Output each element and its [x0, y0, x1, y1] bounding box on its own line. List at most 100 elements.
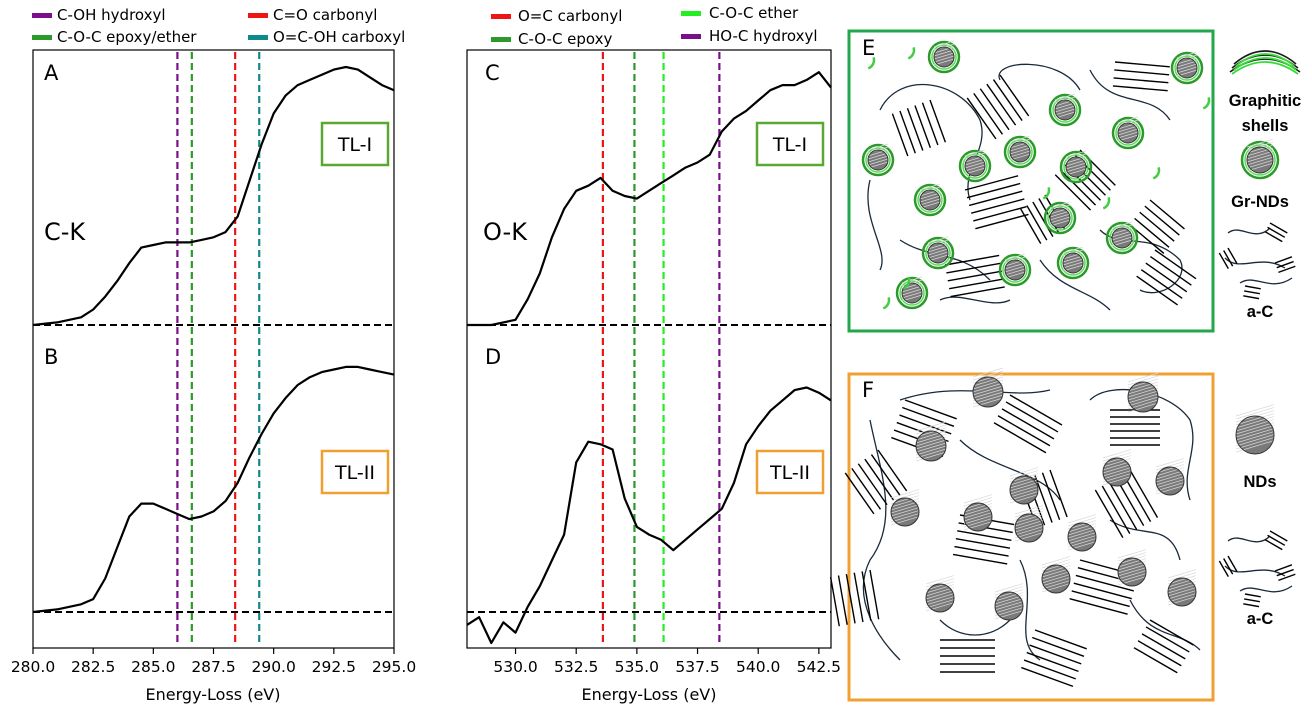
- amorphous-strand: [1019, 559, 1041, 661]
- graphitic-stack: [891, 99, 947, 157]
- legend-label-oether: C-O-C ether: [709, 4, 799, 22]
- gr-nd: [1105, 221, 1139, 255]
- shell-layer: [1233, 50, 1297, 65]
- legend-right: O=C carbonyl C-O-C ether C-O-C epoxy HO-…: [491, 4, 818, 48]
- legend-label-carboxyl: O=C-OH carboxyl: [273, 28, 405, 46]
- amorphous-strand: [1089, 388, 1194, 501]
- graphitic-stack: [964, 175, 1029, 230]
- nanodiamond: [964, 149, 986, 177]
- axes-frame-left: [32, 49, 395, 649]
- legend-label-oepoxy: C-O-C epoxy: [518, 30, 613, 48]
- graphitic-stack: [1274, 256, 1296, 274]
- amorphous-strand: [939, 619, 1011, 636]
- graphitic-stack: [944, 254, 1005, 298]
- legend-swatch-ocarbonyl: [491, 14, 511, 19]
- shell-layer: [1231, 61, 1299, 75]
- gr-nd-icon: [1240, 138, 1280, 180]
- schematic-f: F: [829, 367, 1215, 702]
- nanodiamond: [1054, 93, 1076, 121]
- legend-swatch-oether: [681, 11, 701, 16]
- legend-swatch-ohydroxyl: [681, 34, 701, 39]
- nanodiamond: [1004, 253, 1026, 281]
- axes-frame-right: [466, 49, 832, 649]
- amorphous-strand: [862, 419, 901, 661]
- legend-swatch-carboxyl: [248, 35, 268, 40]
- nanodiamond: [1102, 449, 1132, 487]
- nanodiamond: [933, 40, 955, 68]
- shell-fragment: [902, 276, 911, 290]
- edge-label-ck: C-K: [44, 218, 86, 246]
- legend-swatch-cepoxy: [32, 35, 52, 40]
- legend-left: C-OH hydroxyl C=O carbonyl C-O-C epoxy/e…: [32, 6, 405, 46]
- amorphous-strand: [998, 63, 1081, 91]
- graphitic-stack: [1264, 222, 1288, 243]
- graphitic-stack: [1243, 285, 1261, 300]
- legend-swatch-oepoxy: [491, 37, 511, 42]
- amorphous-strand: [1039, 259, 1111, 311]
- gr-nd: [927, 40, 961, 74]
- legend-swatch-ccarbonyl: [248, 13, 268, 18]
- graphitic-stack: [940, 639, 995, 673]
- amorphous-strand: [1227, 227, 1271, 235]
- plot-ck-edge: 280.0 282.5 285.0 287.5 290.0 292.5 295.0: [11, 52, 416, 676]
- legend-label-ocarbonyl: O=C carbonyl: [518, 7, 622, 25]
- graphitic-stack: [966, 74, 1030, 140]
- amorphous-strand: [867, 179, 883, 271]
- legend-label-ohydroxyl: HO-C hydroxyl: [709, 27, 818, 45]
- schematic-f-content: [829, 367, 1201, 688]
- gr-nd: [861, 143, 895, 177]
- x-tick-label: 280.0: [11, 658, 55, 676]
- gr-nd: [1056, 246, 1090, 280]
- amorphous-strand: [1239, 585, 1293, 593]
- nanodiamond: [994, 583, 1024, 621]
- nanodiamond: [1111, 221, 1133, 249]
- gr-nd: [1059, 150, 1093, 184]
- x-tick-label: 295.0: [372, 658, 416, 676]
- nanodiamond: [915, 421, 947, 462]
- xlabel-left: Energy-Loss (eV): [146, 685, 281, 704]
- nanodiamond: [1009, 467, 1039, 505]
- graphitic-stack: [1094, 469, 1159, 538]
- amorphous-strand: [1089, 69, 1171, 121]
- shell-layer: [1235, 53, 1295, 67]
- gr-nd: [1240, 138, 1280, 180]
- legend-label-ccarbonyl: C=O carbonyl: [273, 6, 377, 24]
- nanodiamond: [1014, 505, 1044, 543]
- side-legend: Graphitic shells Gr-NDs a-C NDs a-C: [1218, 50, 1301, 628]
- amorphous-carbon-icon: [1218, 222, 1296, 300]
- panel-label-b: B: [44, 345, 58, 369]
- tl-box-b: [320, 449, 390, 495]
- gr-nd: [1003, 135, 1037, 169]
- legend-label-cepoxy: C-O-C epoxy/ether: [57, 28, 197, 46]
- shell-fragment: [867, 56, 876, 70]
- nanodiamond: [867, 143, 889, 171]
- nanodiamond: [972, 367, 1004, 408]
- nanodiamond: [1235, 404, 1275, 455]
- tl-label-b: TL-II: [334, 462, 375, 484]
- series-line: [467, 71, 832, 327]
- panel-label-f: F: [862, 378, 874, 402]
- label-ac-1: a-C: [1247, 303, 1274, 321]
- label-nds: NDs: [1243, 473, 1276, 491]
- amorphous-strand: [939, 296, 1011, 304]
- nanodiamond: [1117, 116, 1139, 144]
- graphitic-stack: [844, 449, 908, 515]
- x-tick-label: 537.5: [675, 658, 719, 676]
- graphitic-stack: [1112, 61, 1170, 92]
- nanodiamond: [1246, 138, 1274, 174]
- x-tick-label: 282.5: [71, 658, 115, 676]
- tl-box-a: [320, 121, 390, 167]
- nanodiamond: [1067, 514, 1097, 552]
- nanodiamond: [1049, 201, 1071, 229]
- x-tick-label: 530.0: [493, 658, 537, 676]
- panel-label-d: D: [485, 345, 501, 369]
- x-tick-label: 292.5: [312, 658, 356, 676]
- gr-nd: [1048, 93, 1082, 127]
- graphitic-stack: [1274, 564, 1296, 582]
- x-tick-label: 532.5: [554, 658, 598, 676]
- panel-label-a: A: [44, 61, 59, 85]
- graphitic-stack: [1218, 555, 1238, 577]
- amorphous-strand: [1227, 535, 1271, 543]
- schematic-e-content: [861, 40, 1211, 311]
- tl-label-c: TL-I: [772, 134, 807, 156]
